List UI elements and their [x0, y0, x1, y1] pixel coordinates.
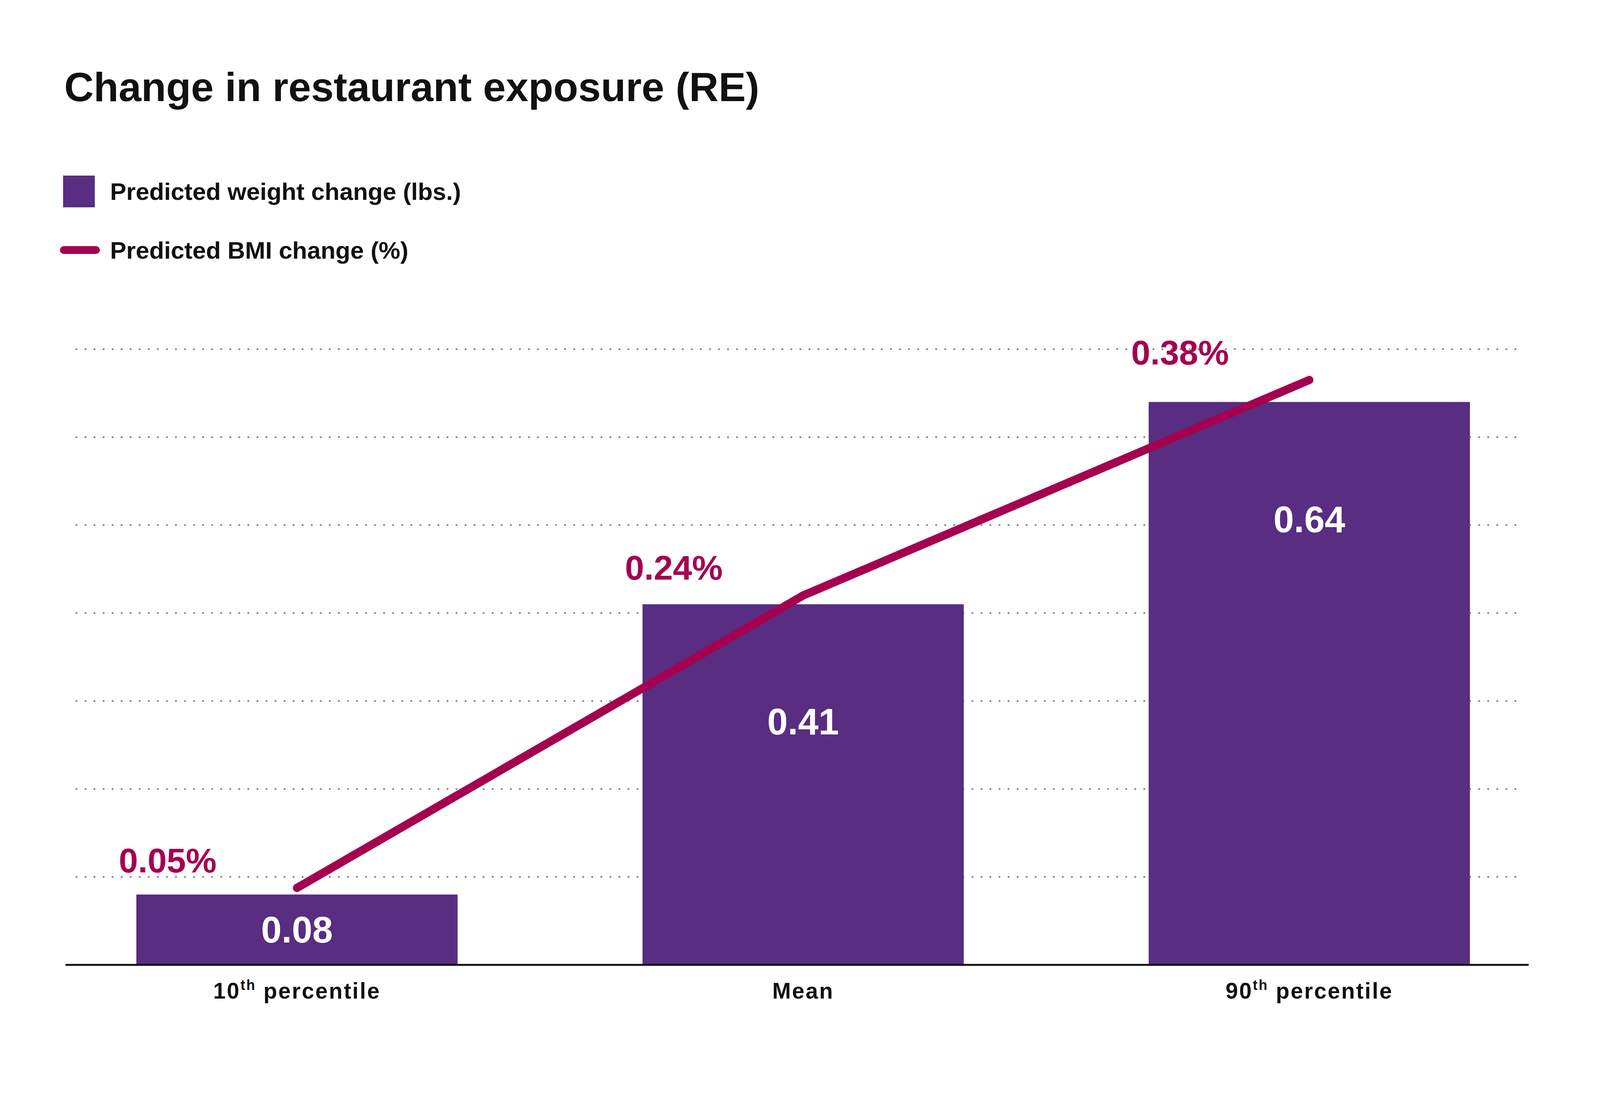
x-axis-labels: 10th percentile Mean 90th percentile [213, 976, 1394, 1003]
bar-label: 0.64 [1273, 498, 1346, 540]
line-label: 0.24% [624, 548, 723, 587]
line-label: 0.05% [118, 840, 217, 880]
x-tick-label: 10th percentile [213, 976, 381, 1003]
chart: Change in restaurant exposure (RE) Predic… [0, 0, 1600, 1104]
legend-label: Predicted weight change (lbs.) [110, 177, 462, 205]
x-axis-line [65, 963, 1529, 966]
title: Change in restaurant exposure (RE) [64, 64, 760, 110]
bar-label: 0.41 [767, 700, 840, 743]
line-label: 0.38% [1131, 333, 1229, 372]
x-tick-label: Mean [772, 977, 835, 1003]
legend-swatch [63, 246, 96, 254]
x-tick-label: 90th percentile [1225, 976, 1394, 1003]
bar [136, 894, 458, 965]
legend-entry: Predicted BMI change (%) [63, 236, 409, 264]
grid-line [76, 348, 1523, 351]
bar-label: 0.08 [261, 908, 334, 951]
line [296, 380, 1310, 888]
legend-swatch [63, 175, 95, 208]
marks [136, 380, 1470, 965]
legend-entry: Predicted weight change (lbs.) [63, 175, 462, 208]
background [0, 0, 1600, 1104]
data-labels: 0.08 0.41 0.64 0.05% 0.24% 0.38% [118, 333, 1345, 951]
legend-label: Predicted BMI change (%) [110, 236, 409, 264]
bar [1148, 401, 1470, 965]
